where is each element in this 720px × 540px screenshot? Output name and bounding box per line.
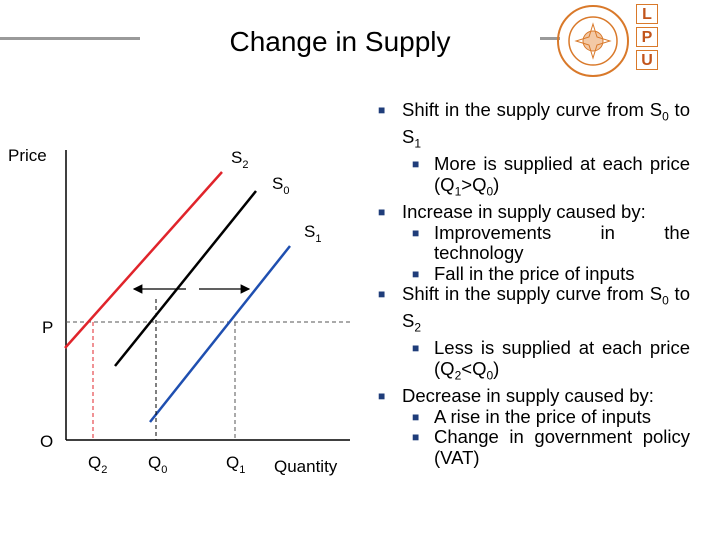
label-s2: S2 bbox=[231, 148, 249, 171]
bullet-item: ■ Improvements in the technology bbox=[376, 221, 690, 264]
bullet-text: Improvements in the technology bbox=[434, 221, 690, 264]
bullet-text: Shift in the supply curve from S0 to S2 bbox=[402, 283, 690, 335]
bullet-marker-icon: ■ bbox=[378, 205, 386, 220]
x-axis-label: Quantity bbox=[274, 457, 338, 476]
label-s1: S1 bbox=[304, 222, 322, 245]
bullet-marker-icon: ■ bbox=[378, 287, 386, 302]
bullet-item: ■ Less is supplied at each price (Q2<Q0) bbox=[376, 338, 690, 386]
label-s0: S0 bbox=[272, 174, 290, 197]
bullet-item: ■ Decrease in supply caused by: bbox=[376, 385, 690, 407]
y-axis-label: Price bbox=[8, 146, 47, 165]
bullet-marker-icon: ■ bbox=[412, 341, 420, 356]
curve-s2 bbox=[64, 171, 223, 349]
logo-letter-l: L bbox=[636, 4, 658, 24]
bullet-marker-icon: ■ bbox=[412, 409, 420, 424]
bullet-list: ■ Shift in the supply curve from S0 to S1… bbox=[376, 99, 690, 468]
bullet-marker-icon: ■ bbox=[412, 157, 420, 172]
origin-label: O bbox=[40, 432, 54, 451]
bullet-item: ■ Shift in the supply curve from S0 to S1 bbox=[376, 99, 690, 154]
bullet-item: ■ Increase in supply caused by: bbox=[376, 201, 690, 223]
bullet-marker-icon: ■ bbox=[378, 389, 386, 404]
label-q2: Q2 bbox=[88, 453, 108, 476]
bullet-text: Change in government policy (VAT) bbox=[434, 426, 690, 468]
bullet-marker-icon: ■ bbox=[412, 266, 420, 281]
bullet-item: ■ More is supplied at each price (Q1>Q0) bbox=[376, 154, 690, 202]
bullet-item: ■ Fall in the price of inputs bbox=[376, 262, 690, 285]
logo-letter-p: P bbox=[636, 27, 658, 47]
bullet-text: Decrease in supply caused by: bbox=[402, 385, 654, 407]
curve-s0 bbox=[114, 190, 257, 367]
bullet-text: Less is supplied at each price (Q2<Q0) bbox=[434, 337, 690, 383]
bullet-item: ■ A rise in the price of inputs bbox=[376, 405, 690, 428]
bullet-text: More is supplied at each price (Q1>Q0) bbox=[434, 153, 690, 199]
label-q0: Q0 bbox=[148, 453, 168, 476]
bullet-text: A rise in the price of inputs bbox=[434, 405, 651, 427]
logo-letter-u: U bbox=[636, 50, 658, 70]
price-label: P bbox=[42, 318, 54, 337]
bullet-text: Increase in supply caused by: bbox=[402, 201, 646, 223]
page-title: Change in Supply bbox=[140, 26, 540, 58]
bullet-marker-icon: ■ bbox=[412, 430, 420, 445]
bullet-marker-icon: ■ bbox=[378, 103, 386, 117]
bullet-text: Fall in the price of inputs bbox=[434, 262, 635, 284]
bullet-text: Shift in the supply curve from S0 to S1 bbox=[402, 99, 690, 151]
lpu-logo: L P U bbox=[636, 4, 658, 73]
university-seal bbox=[557, 5, 629, 77]
bullet-item: ■ Change in government policy (VAT) bbox=[376, 426, 690, 468]
label-q1: Q1 bbox=[226, 453, 246, 476]
bullet-marker-icon: ■ bbox=[412, 225, 420, 240]
curve-s1 bbox=[149, 245, 291, 423]
bullet-item: ■ Shift in the supply curve from S0 to S2 bbox=[376, 283, 690, 338]
